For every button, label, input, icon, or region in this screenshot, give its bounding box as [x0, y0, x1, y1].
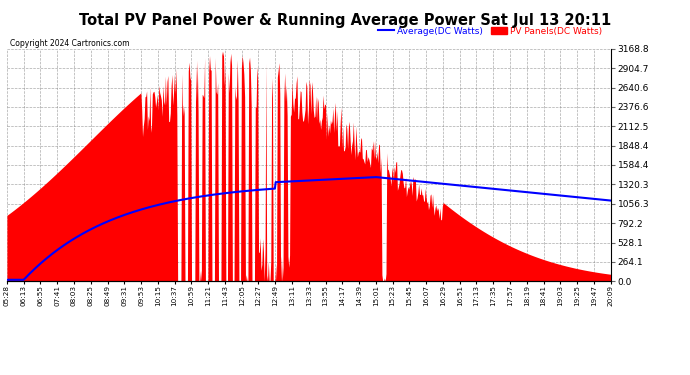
Text: Total PV Panel Power & Running Average Power Sat Jul 13 20:11: Total PV Panel Power & Running Average P…: [79, 13, 611, 28]
Legend: Average(DC Watts), PV Panels(DC Watts): Average(DC Watts), PV Panels(DC Watts): [374, 23, 606, 39]
Text: Copyright 2024 Cartronics.com: Copyright 2024 Cartronics.com: [10, 39, 130, 48]
